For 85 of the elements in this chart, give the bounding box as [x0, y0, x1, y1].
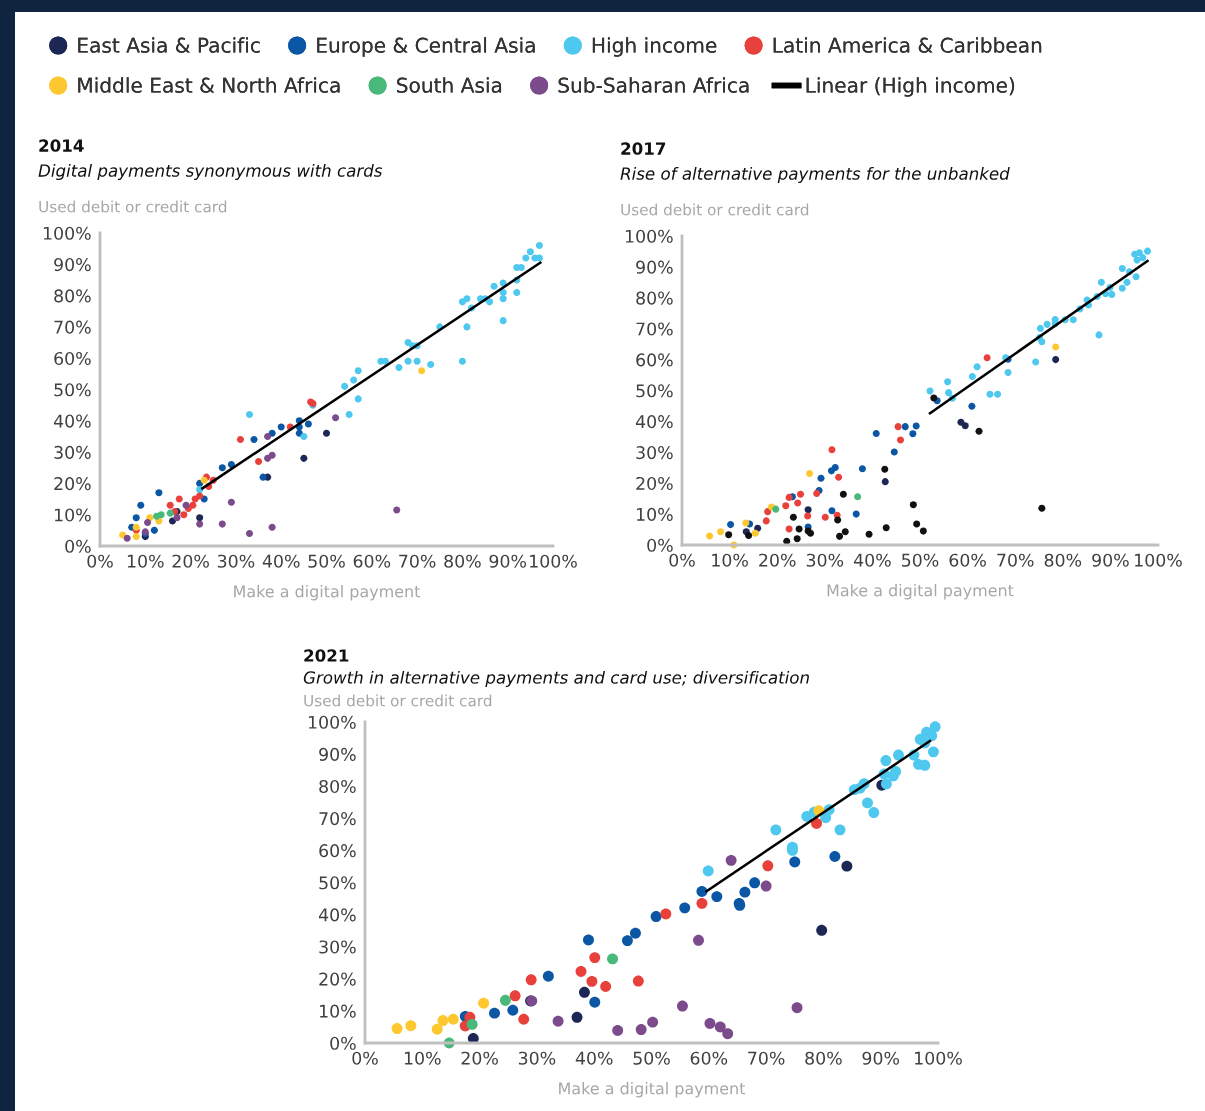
y-tick-label: 10%: [319, 1004, 356, 1018]
y-tick-label: 40%: [318, 908, 356, 922]
y-tick-label: 30%: [319, 940, 356, 954]
x-tick-label: 70%: [748, 1051, 785, 1065]
legend-label: Linear (High income): [806, 77, 1015, 97]
chart-title: 2017: [621, 142, 666, 155]
y-tick-label: 10%: [636, 507, 673, 521]
y-tick-label: 0%: [647, 538, 673, 552]
x-tick-label: 40%: [262, 554, 300, 568]
y-tick-label: 50%: [319, 876, 356, 890]
x-tick-label: 40%: [853, 553, 891, 567]
y-tick-label: 0%: [65, 539, 91, 553]
y-axis-title: Used debit or credit card: [304, 694, 492, 707]
y-tick-label: 70%: [319, 812, 356, 826]
x-tick-label: 100%: [530, 554, 577, 568]
x-tick-label: 70%: [399, 554, 436, 568]
x-tick-label: 30%: [217, 554, 255, 568]
y-tick-label: 20%: [54, 477, 91, 491]
chart-title: 2014: [39, 139, 84, 152]
x-tick-label: 20%: [172, 554, 209, 568]
x-tick-label: 50%: [902, 553, 939, 567]
x-tick-label: 90%: [862, 1051, 900, 1065]
y-tick-label: 60%: [636, 353, 673, 367]
legend-label: High income: [592, 37, 717, 57]
x-tick-label: 80%: [805, 1051, 842, 1065]
y-tick-label: 20%: [319, 972, 356, 986]
y-tick-label: 80%: [54, 289, 91, 303]
y-axis-title: Used debit or credit card: [621, 203, 809, 216]
y-tick-label: 70%: [636, 322, 673, 336]
y-tick-label: 30%: [54, 445, 91, 459]
x-tick-label: 20%: [461, 1051, 498, 1065]
x-tick-label: 90%: [489, 554, 527, 568]
x-tick-label: 40%: [575, 1051, 613, 1065]
x-tick-label: 90%: [1092, 553, 1129, 567]
y-tick-label: 90%: [54, 258, 91, 272]
y-tick-label: 0%: [330, 1036, 356, 1050]
x-tick-label: 30%: [518, 1051, 556, 1065]
x-tick-label: 60%: [949, 553, 986, 567]
y-tick-label: 20%: [636, 476, 673, 491]
x-tick-label: 0%: [352, 1051, 378, 1065]
x-tick-label: 100%: [915, 1051, 962, 1065]
y-tick-label: 90%: [319, 747, 356, 761]
x-axis-title: Make a digital payment: [559, 1082, 746, 1098]
y-tick-label: 80%: [319, 779, 356, 794]
x-tick-label: 80%: [444, 554, 481, 568]
x-tick-label: 20%: [759, 553, 796, 567]
x-tick-label: 70%: [997, 553, 1034, 567]
y-tick-label: 60%: [319, 844, 356, 858]
y-tick-label: 60%: [54, 351, 91, 366]
chart-title: 2021: [304, 649, 349, 662]
legend-label: Europe & Central Asia: [317, 37, 535, 57]
y-tick-label: 30%: [636, 446, 673, 460]
y-tick-label: 40%: [53, 414, 91, 428]
y-tick-label: 90%: [636, 260, 673, 274]
x-tick-label: 10%: [127, 554, 164, 568]
x-tick-label: 80%: [1044, 553, 1082, 567]
x-tick-label: 30%: [806, 553, 844, 567]
legend-label: Middle East & North Africa: [78, 77, 340, 93]
x-axis-title: Make a digital payment: [827, 584, 1014, 600]
y-tick-label: 50%: [636, 384, 673, 398]
y-tick-label: 10%: [54, 508, 91, 522]
chart-subtitle: Rise of alternative payments for the unbanked: [620, 166, 1010, 184]
x-tick-label: 50%: [308, 554, 345, 568]
chart-subtitle: Growth in alternative payments and card use; diversification: [303, 670, 809, 688]
legend-label: East Asia & Pacific: [78, 37, 260, 53]
y-axis-title: Used debit or credit card: [39, 200, 227, 213]
legend-label: South Asia: [397, 77, 502, 93]
x-tick-label: 0%: [87, 554, 113, 568]
x-tick-label: 10%: [404, 1051, 441, 1065]
x-tick-label: 60%: [353, 554, 391, 568]
x-tick-label: 10%: [712, 553, 748, 567]
y-tick-label: 80%: [636, 291, 673, 305]
y-tick-label: 50%: [54, 383, 91, 397]
x-tick-label: 60%: [690, 1051, 728, 1065]
y-tick-label: 100%: [625, 229, 673, 243]
legend-label: Latin America & Caribbean: [773, 37, 1042, 53]
y-tick-label: 40%: [635, 415, 673, 429]
x-tick-label: 100%: [1135, 553, 1182, 567]
x-tick-label: 0%: [669, 553, 695, 567]
x-axis-title: Make a digital payment: [234, 585, 421, 601]
legend-label: Sub-Saharan Africa: [558, 77, 749, 93]
chart-subtitle: Digital payments synonymous with cards: [38, 163, 383, 181]
y-tick-label: 100%: [43, 226, 91, 240]
y-tick-label: 100%: [308, 715, 356, 729]
y-tick-label: 70%: [54, 320, 91, 334]
